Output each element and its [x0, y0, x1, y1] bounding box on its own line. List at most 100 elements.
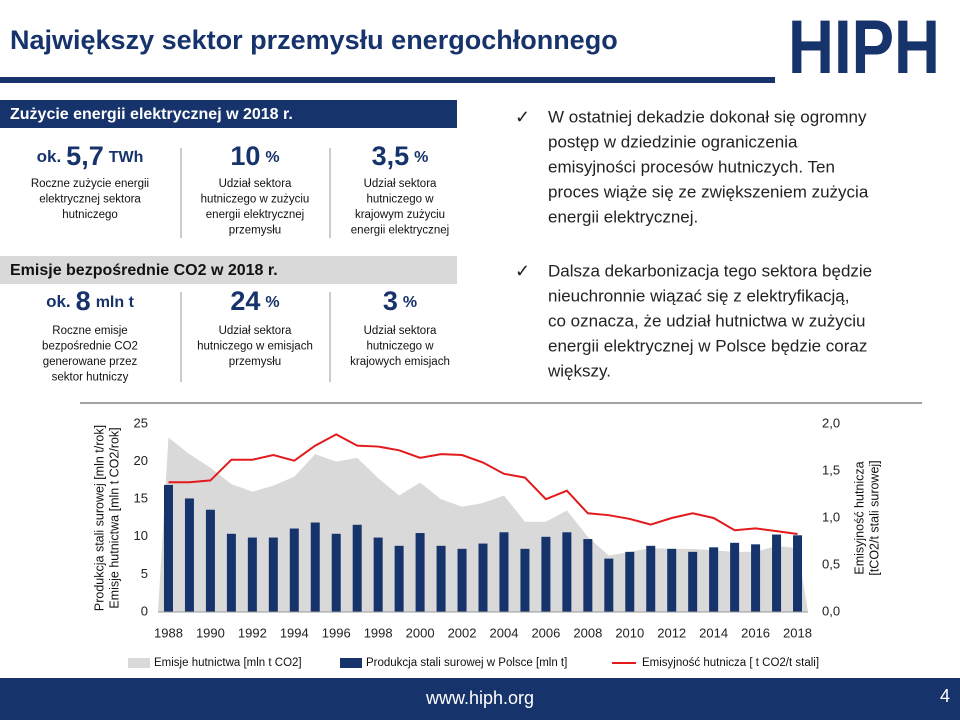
x-tick-label: 2004: [490, 625, 519, 640]
stat-desc: Udział sektora: [219, 325, 292, 337]
section-heading: Zużycie energii elektrycznej w 2018 r.: [10, 106, 293, 123]
stat-number: 8: [76, 286, 91, 316]
stat-number: 10: [230, 141, 260, 171]
y2-axis-label: [tCO2/t stali surowej]: [867, 460, 881, 575]
x-tick-label: 1988: [154, 625, 183, 640]
bar: [709, 547, 719, 612]
bar: [583, 539, 593, 612]
legend-label: Emisyjność hutnicza [ t CO2/t stali]: [642, 657, 819, 669]
bullet-text: nieuchronnie wiązać się z elektryfikacją…: [548, 286, 849, 305]
stat-desc: elektrycznej sektora: [39, 194, 141, 206]
stat-value: ok. 5,7 TWh: [37, 141, 144, 171]
bar: [394, 545, 404, 612]
stat-unit: %: [414, 149, 428, 166]
legend-label: Emisje hutnictwa [mln t CO2]: [154, 657, 302, 669]
footer-bar: [0, 678, 960, 720]
bullet-text: proces wiąże się ze zwiększeniem zużycia: [548, 182, 869, 201]
bar: [793, 535, 803, 612]
bullet-text: energii elektrycznej w Polsce będzie cor…: [548, 336, 867, 355]
stat-desc: hutniczego w emisjach: [197, 341, 313, 353]
y2-axis-label: Emisyjność hutnicza: [852, 461, 866, 574]
section-header: [0, 256, 457, 284]
bar: [499, 532, 509, 612]
bar: [163, 484, 173, 612]
bar: [478, 543, 488, 612]
stat-prefix: ok.: [37, 147, 62, 166]
legend-swatch: [340, 658, 362, 668]
x-tick-label: 1992: [238, 625, 267, 640]
stat-unit: TWh: [109, 149, 144, 166]
bar: [520, 548, 530, 612]
stat-desc: Roczne emisje: [52, 325, 127, 337]
x-tick-label: 1994: [280, 625, 309, 640]
bar: [310, 522, 320, 612]
bar: [751, 544, 761, 612]
x-tick-label: 1998: [364, 625, 393, 640]
bar: [184, 498, 194, 612]
x-tick-label: 1996: [322, 625, 351, 640]
y-tick-label: 20: [134, 453, 148, 468]
stat-value: 10%: [230, 141, 279, 171]
stat-desc: energii elektrycznej: [206, 209, 304, 221]
stat-desc: hutniczego: [62, 209, 118, 221]
checkmark: ✓: [515, 107, 530, 127]
y-axis-label: Emisje hutnictwa [mln t CO2/rok]: [107, 427, 121, 608]
stat-desc: bezpośrednie CO2: [42, 341, 138, 353]
x-tick-label: 2018: [783, 625, 812, 640]
stat-unit: %: [265, 149, 279, 166]
legend-swatch: [128, 658, 150, 668]
x-tick-label: 2014: [699, 625, 728, 640]
bullet-text: co oznacza, że udział hutnictwa w zużyci…: [548, 311, 866, 330]
stat-desc: hutniczego w zużyciu: [201, 194, 310, 206]
logo: HIPH: [788, 5, 940, 90]
y-tick-label: 10: [134, 528, 148, 543]
y2-tick-label: 1,5: [822, 462, 840, 477]
stat-number: 5,7: [66, 141, 104, 171]
footer-url: www.hiph.org: [425, 688, 534, 708]
stat-desc: generowane przez: [43, 356, 138, 368]
title-rule: [0, 77, 775, 83]
bar: [730, 542, 740, 612]
stat-desc: Udział sektora: [364, 178, 437, 190]
y-tick-label: 15: [134, 491, 148, 506]
stat-desc: krajowych emisjach: [350, 356, 450, 368]
stat-desc: hutniczego w: [366, 341, 434, 353]
bullet-text: postęp w dziedzinie ograniczenia: [548, 132, 798, 151]
bar: [688, 551, 698, 612]
legend-label: Produkcja stali surowej w Polsce [mln t]: [366, 657, 567, 669]
y2-tick-label: 0,5: [822, 556, 840, 571]
stat-desc: hutniczego w: [366, 194, 434, 206]
y-axis-label: Produkcja stali surowej [mln t/rok]: [92, 425, 106, 611]
stat-desc: krajowym zużyciu: [355, 209, 445, 221]
stat-number: 3: [383, 286, 398, 316]
stat-desc: Udział sektora: [219, 178, 292, 190]
bar: [205, 509, 215, 612]
stat-value: ok. 8 mln t: [46, 286, 134, 316]
x-tick-label: 2012: [657, 625, 686, 640]
bullet-text: emisyjności procesów hutniczych. Ten: [548, 157, 835, 176]
x-tick-label: 2008: [573, 625, 602, 640]
bar: [541, 536, 551, 612]
bar: [247, 537, 257, 612]
section-header: [0, 100, 457, 128]
section-heading: Emisje bezpośrednie CO2 w 2018 r.: [10, 262, 278, 279]
y-tick-label: 25: [134, 415, 148, 430]
stat-desc: przemysłu: [229, 225, 281, 237]
stat-value: 3%: [383, 286, 417, 316]
area: [158, 437, 808, 612]
stat-unit: %: [403, 294, 417, 311]
stat-desc: Udział sektora: [364, 325, 437, 337]
bar: [625, 551, 635, 612]
y2-tick-label: 1,0: [822, 509, 840, 524]
bar: [226, 533, 236, 612]
stat-desc: sektor hutniczy: [52, 372, 129, 384]
stat-desc: energii elektrycznej: [351, 225, 449, 237]
stat-value: 24%: [230, 286, 279, 316]
x-tick-label: 2010: [615, 625, 644, 640]
y-tick-label: 5: [141, 566, 148, 581]
x-tick-label: 1990: [196, 625, 225, 640]
stat-number: 24: [230, 286, 260, 316]
bullet-text: Dalsza dekarbonizacja tego sektora będzi…: [548, 261, 872, 280]
y-tick-label: 0: [141, 603, 148, 618]
